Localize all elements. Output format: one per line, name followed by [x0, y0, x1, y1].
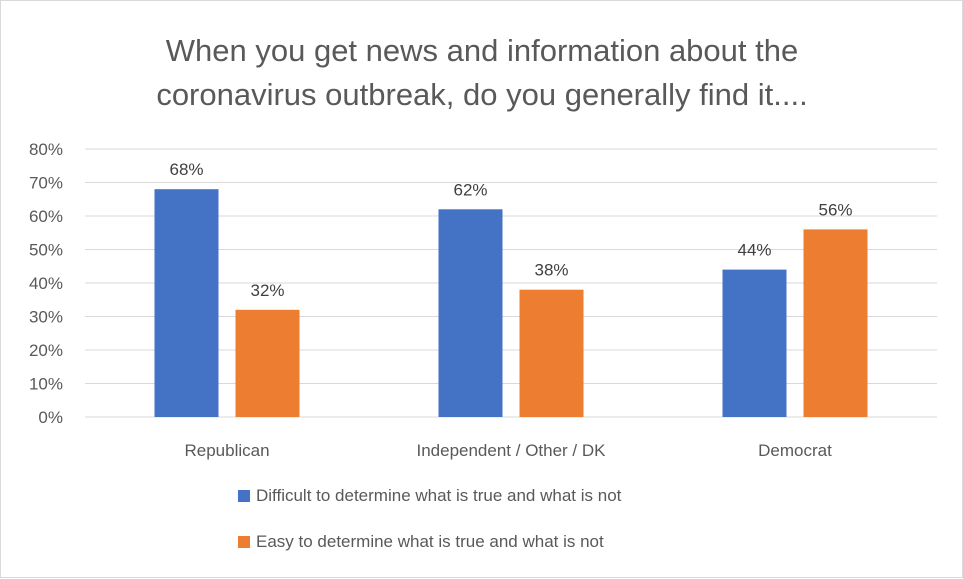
y-tick-label: 50% — [29, 241, 63, 260]
category-label: Democrat — [758, 441, 832, 460]
legend-swatch — [238, 536, 250, 548]
x-axis-category-labels: Republican Independent / Other / DK Democr… — [184, 441, 832, 460]
gridlines — [85, 148, 937, 418]
chart-title: When you get news and information about … — [156, 33, 807, 112]
bar-difficult-0 — [154, 189, 219, 417]
legend-label: Easy to determine what is true and what … — [256, 532, 604, 551]
chart-title-line-1: When you get news and information about … — [166, 33, 798, 68]
bar-easy-1 — [519, 289, 584, 417]
data-label: 68% — [169, 160, 203, 179]
y-tick-label: 30% — [29, 308, 63, 327]
y-axis-tick-labels: 0% 10% 20% 30% 40% 50% 60% 70% 80% — [29, 140, 63, 427]
y-tick-label: 70% — [29, 174, 63, 193]
data-label: 56% — [818, 200, 852, 219]
y-tick-label: 60% — [29, 207, 63, 226]
legend: Difficult to determine what is true and … — [238, 486, 622, 551]
data-label: 38% — [534, 261, 568, 280]
y-tick-label: 0% — [38, 408, 63, 427]
bar-difficult-2 — [722, 269, 787, 417]
chart-title-line-2: coronavirus outbreak, do you generally f… — [156, 77, 807, 112]
bars — [154, 189, 868, 417]
data-label: 44% — [737, 241, 771, 260]
data-label: 62% — [453, 180, 487, 199]
data-label: 32% — [250, 281, 284, 300]
legend-swatch — [238, 490, 250, 502]
y-tick-label: 80% — [29, 140, 63, 159]
category-label: Republican — [184, 441, 269, 460]
bar-easy-2 — [803, 229, 868, 417]
legend-label: Difficult to determine what is true and … — [256, 486, 622, 505]
category-label: Independent / Other / DK — [416, 441, 606, 460]
y-tick-label: 40% — [29, 274, 63, 293]
bar-difficult-1 — [438, 209, 503, 417]
y-tick-label: 20% — [29, 341, 63, 360]
data-labels: 68% 32% 62% 38% 44% 56% — [169, 160, 852, 300]
y-tick-label: 10% — [29, 375, 63, 394]
bar-easy-0 — [235, 309, 300, 417]
